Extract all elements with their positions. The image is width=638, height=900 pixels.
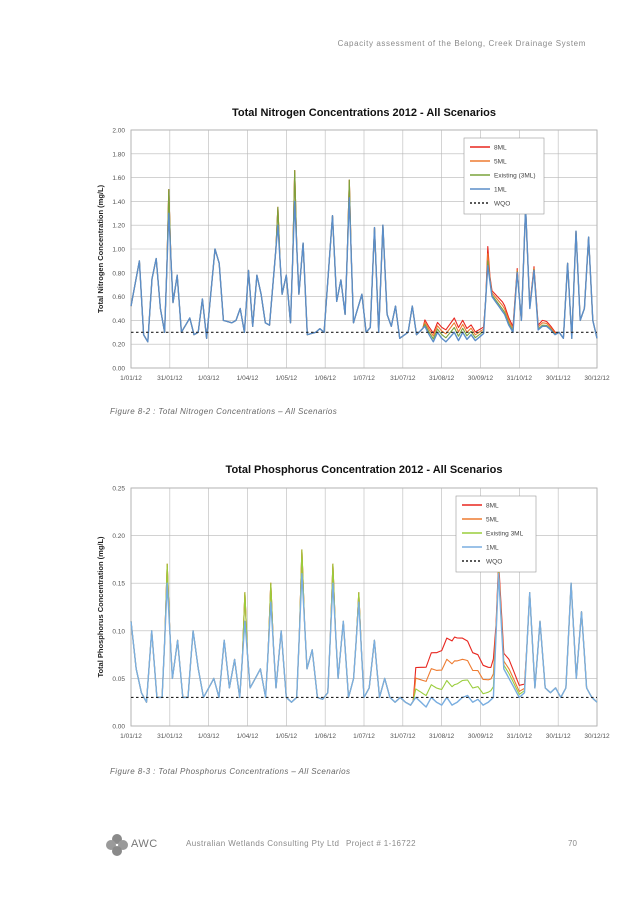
nitrogen-chart: Total Nitrogen Concentrations 2012 - All… bbox=[0, 100, 638, 400]
y-tick-label: 1.80 bbox=[112, 151, 125, 158]
y-tick-label: 0.40 bbox=[112, 318, 125, 325]
awc-logo-icon bbox=[106, 834, 128, 856]
x-tick-label: 30/09/12 bbox=[468, 733, 494, 740]
y-tick-label: 0.10 bbox=[112, 628, 125, 635]
chart-title: Total Nitrogen Concentrations 2012 - All… bbox=[232, 107, 496, 119]
x-tick-label: 1/06/12 bbox=[314, 375, 336, 382]
page-number: 70 bbox=[568, 839, 577, 848]
x-tick-label: 1/05/12 bbox=[275, 733, 297, 740]
legend-label: Existing (3ML) bbox=[494, 173, 536, 180]
y-tick-label: 0.15 bbox=[112, 581, 125, 588]
x-tick-label: 1/04/12 bbox=[237, 733, 259, 740]
legend-label: 5ML bbox=[486, 517, 499, 524]
figure-caption-phosphorus: Figure 8-3 : Total Phosphorus Concentrat… bbox=[110, 767, 351, 776]
y-tick-label: 0.00 bbox=[112, 724, 125, 731]
logo-text: AWC bbox=[131, 838, 158, 850]
x-tick-label: 30/11/12 bbox=[546, 733, 571, 740]
legend-box bbox=[455, 495, 537, 573]
x-tick-label: 30/09/12 bbox=[468, 375, 494, 382]
x-tick-label: 31/01/12 bbox=[157, 375, 183, 382]
x-tick-label: 1/06/12 bbox=[314, 733, 336, 740]
legend-label: 8ML bbox=[494, 145, 507, 152]
phosphorus-chart: Total Phosphorus Concentration 2012 - Al… bbox=[0, 458, 638, 758]
x-tick-label: 1/03/12 bbox=[198, 375, 220, 382]
series-line-1ml bbox=[130, 197, 598, 343]
legend-label: 5ML bbox=[494, 159, 507, 166]
y-tick-label: 1.20 bbox=[112, 223, 125, 230]
y-tick-label: 1.60 bbox=[112, 175, 125, 182]
y-tick-label: 1.00 bbox=[112, 247, 125, 254]
chart-title: Total Phosphorus Concentration 2012 - Al… bbox=[226, 464, 503, 476]
y-tick-label: 0.25 bbox=[112, 486, 125, 493]
x-tick-label: 1/01/12 bbox=[120, 733, 142, 740]
x-tick-label: 31/08/12 bbox=[429, 375, 455, 382]
series-line-1ml bbox=[130, 572, 598, 708]
y-tick-label: 0.00 bbox=[112, 366, 125, 373]
phosphorus-chart-svg: Total Phosphorus Concentration 2012 - Al… bbox=[96, 464, 610, 740]
x-tick-label: 31/07/12 bbox=[390, 733, 416, 740]
company-name: Australian Wetlands Consulting Pty Ltd bbox=[186, 839, 340, 848]
page-footer: AWC Australian Wetlands Consulting Pty L… bbox=[0, 828, 638, 858]
x-tick-label: 1/03/12 bbox=[198, 733, 220, 740]
x-tick-label: 1/04/12 bbox=[237, 375, 259, 382]
legend-label: 8ML bbox=[486, 503, 499, 510]
x-tick-label: 31/10/12 bbox=[507, 375, 533, 382]
x-tick-label: 31/08/12 bbox=[429, 733, 455, 740]
x-tick-label: 1/05/12 bbox=[275, 375, 297, 382]
x-tick-label: 30/11/12 bbox=[546, 375, 571, 382]
y-axis-label: Total Phosphorus Concentration (mg/L) bbox=[96, 536, 105, 678]
legend-box bbox=[463, 137, 545, 215]
x-tick-label: 30/12/12 bbox=[584, 375, 610, 382]
y-tick-label: 0.80 bbox=[112, 270, 125, 277]
legend-label: WQO bbox=[486, 559, 502, 566]
x-tick-label: 30/12/12 bbox=[584, 733, 610, 740]
legend-label: 1ML bbox=[486, 545, 499, 552]
y-tick-label: 0.20 bbox=[112, 342, 125, 349]
x-tick-label: 31/01/12 bbox=[157, 733, 183, 740]
x-tick-label: 31/10/12 bbox=[507, 733, 533, 740]
y-tick-label: 2.00 bbox=[112, 128, 125, 135]
x-tick-label: 1/07/12 bbox=[353, 375, 375, 382]
y-axis-label: Total Nitrogen Concentration (mg/L) bbox=[96, 184, 105, 313]
document-header: Capacity assessment of the Belong, Creek… bbox=[337, 39, 586, 48]
legend-label: 1ML bbox=[494, 187, 507, 194]
y-tick-label: 1.40 bbox=[112, 199, 125, 206]
x-tick-label: 1/07/12 bbox=[353, 733, 375, 740]
y-tick-label: 0.60 bbox=[112, 294, 125, 301]
y-tick-label: 0.05 bbox=[112, 676, 125, 683]
figure-caption-nitrogen: Figure 8-2 : Total Nitrogen Concentratio… bbox=[110, 407, 338, 416]
project-number: Project # 1-16722 bbox=[346, 839, 416, 848]
x-tick-label: 1/01/12 bbox=[120, 375, 142, 382]
legend-label: WQO bbox=[494, 201, 510, 208]
y-tick-label: 0.20 bbox=[112, 533, 125, 540]
x-tick-label: 31/07/12 bbox=[390, 375, 416, 382]
legend-label: Existing 3ML bbox=[486, 531, 524, 538]
nitrogen-chart-svg: Total Nitrogen Concentrations 2012 - All… bbox=[96, 107, 610, 382]
